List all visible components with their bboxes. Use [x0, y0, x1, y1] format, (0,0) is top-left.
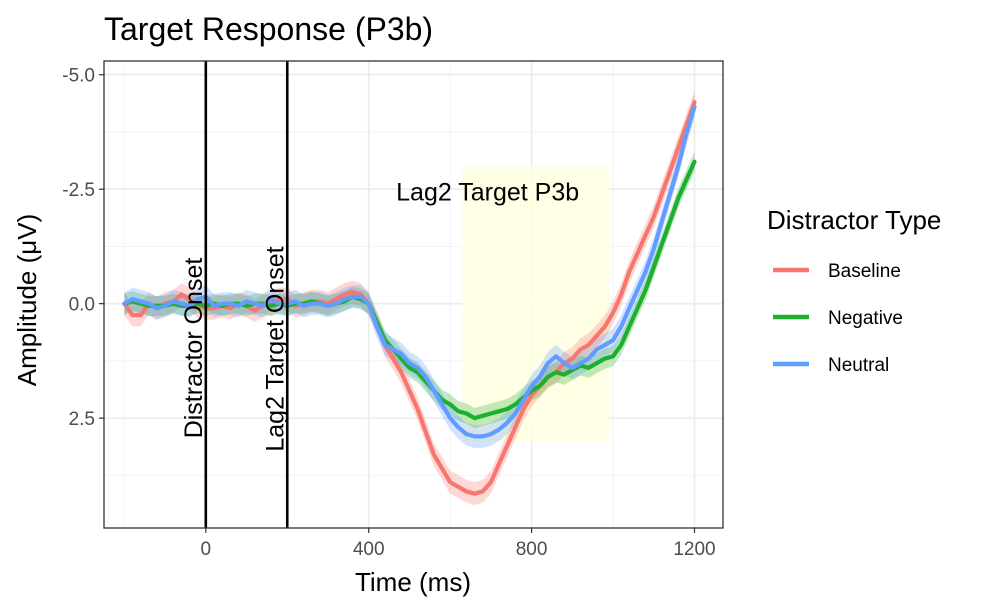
y-tick-label: 0.0: [69, 295, 95, 316]
x-tick-label: 400: [353, 539, 385, 560]
y-tick-label: -2.5: [62, 180, 95, 201]
y-axis-ticks: -5.0 -2.5 0.0 2.5: [62, 66, 104, 430]
legend-label-neutral: Neutral: [828, 355, 889, 376]
legend-title: Distractor Type: [767, 205, 941, 235]
x-tick-label: 1200: [673, 539, 715, 560]
x-tick-label: 0: [201, 539, 212, 560]
x-tick-label: 800: [516, 539, 548, 560]
event-markers: Distractor Onset Lag2 Target Onset: [180, 61, 289, 528]
event-label: Distractor Onset: [180, 258, 208, 439]
plot-panel: Distractor Onset Lag2 Target Onset Lag2 T…: [103, 60, 724, 529]
chart-title: Target Response (P3b): [104, 11, 433, 47]
y-tick-label: 2.5: [69, 409, 95, 430]
x-axis-title: Time (ms): [355, 567, 471, 597]
x-axis-ticks: 0 400 800 1200: [201, 528, 716, 560]
legend: Distractor Type Baseline Negative Neutral: [767, 205, 941, 376]
legend-label-negative: Negative: [828, 308, 903, 329]
y-axis-title: Amplitude (μV): [12, 214, 42, 386]
line-neutral: [122, 104, 697, 439]
event-label: Lag2 Target Onset: [261, 246, 289, 451]
p3b-window-shading: [462, 166, 609, 442]
band-baseline: [124, 90, 695, 506]
y-tick-label: -5.0: [62, 66, 95, 87]
legend-label-baseline: Baseline: [828, 261, 901, 282]
panel-border: [103, 60, 724, 529]
series-lines: [122, 100, 697, 496]
band-negative: [124, 151, 695, 429]
p3b-window-label: Lag2 Target P3b: [396, 178, 579, 206]
